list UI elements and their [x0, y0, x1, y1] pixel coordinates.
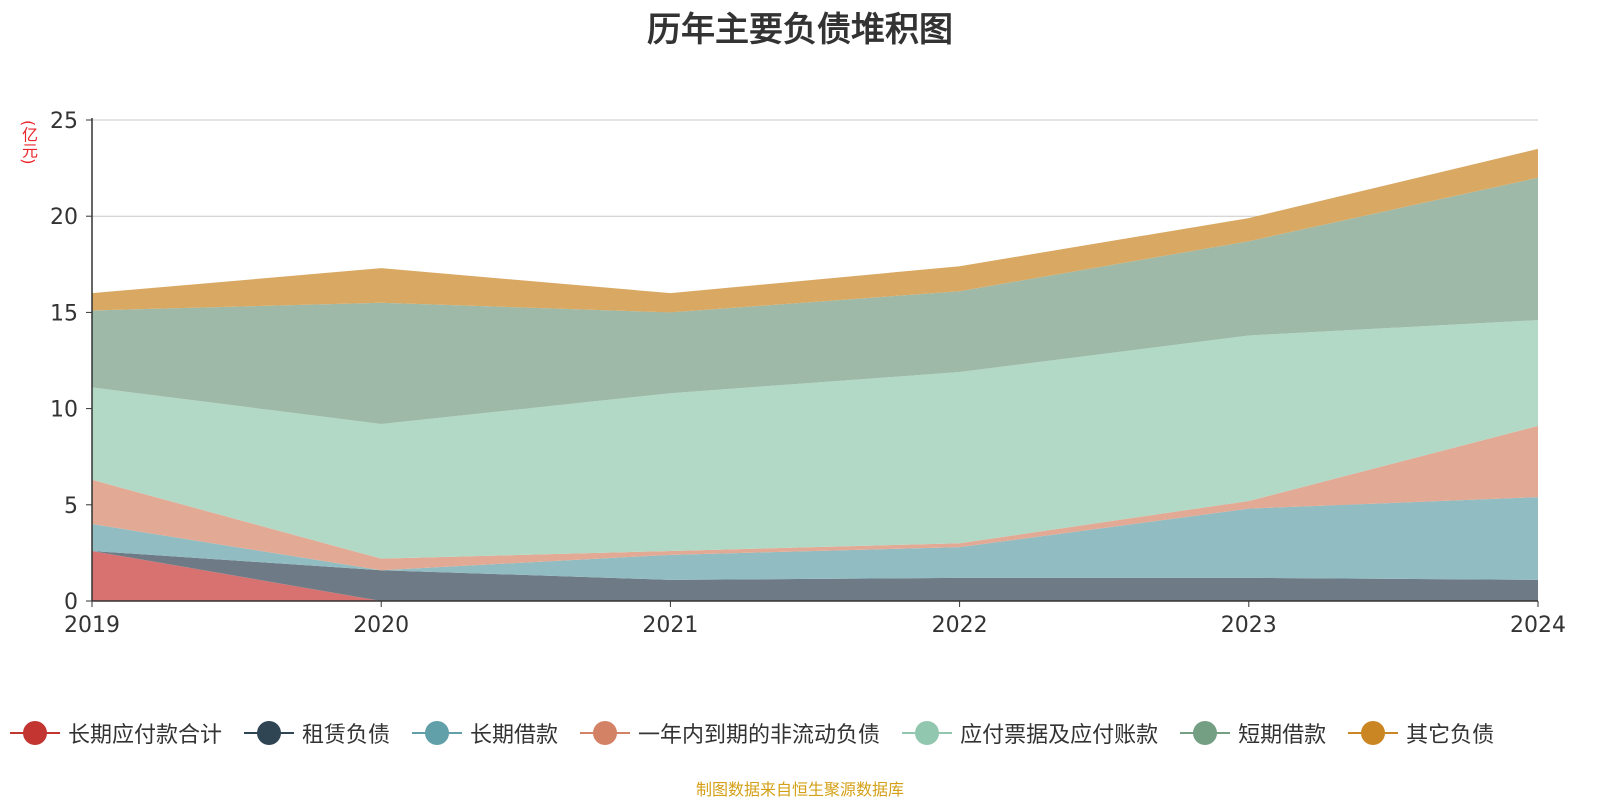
area-应付票据及应付账款 — [92, 320, 1538, 559]
legend-item[interactable]: 应付票据及应付账款 — [902, 717, 1158, 749]
x-tick-label: 2022 — [932, 613, 988, 638]
legend-label: 短期借款 — [1238, 723, 1327, 748]
legend-item[interactable]: 一年内到期的非流动负债 — [580, 717, 880, 749]
legend-item[interactable]: 长期应付款合计 — [10, 717, 222, 749]
x-tick-label: 2019 — [64, 613, 120, 638]
area-租赁负债 — [92, 550, 1538, 601]
x-tick-label: 2024 — [1510, 613, 1566, 638]
legend-marker-dot — [593, 721, 618, 745]
area-长期应付款合计 — [92, 550, 1538, 601]
legend-marker-icon — [902, 720, 953, 746]
legend-marker-dot — [425, 721, 450, 745]
legend-label: 长期借款 — [470, 723, 559, 748]
legend-label: 租赁负债 — [302, 723, 391, 748]
x-tick-label: 2023 — [1221, 613, 1277, 638]
legend-marker-icon — [1348, 720, 1399, 746]
legend-item[interactable]: 租赁负债 — [244, 717, 390, 749]
legend-item[interactable]: 其它负债 — [1348, 717, 1494, 749]
chart-title: 历年主要负债堆积图 — [647, 10, 953, 50]
area-series — [92, 148, 1538, 601]
y-tick-label: 10 — [50, 398, 78, 423]
legend-marker-icon — [244, 720, 295, 746]
y-tick-label: 0 — [64, 590, 78, 615]
y-tick-label: 20 — [50, 205, 78, 230]
legend-marker-icon — [1180, 720, 1231, 746]
x-tick-label: 2021 — [642, 613, 698, 638]
legend-label: 长期应付款合计 — [68, 723, 223, 748]
legend-marker-icon — [10, 720, 60, 746]
legend-marker-dot — [915, 721, 940, 745]
y-tick-label: 15 — [50, 301, 78, 326]
y-tick-label: 25 — [50, 109, 78, 134]
area-长期借款 — [92, 497, 1538, 580]
legend-marker-icon — [580, 720, 631, 746]
legend-label: 其它负债 — [1406, 723, 1495, 748]
area-短期借款 — [92, 177, 1538, 424]
legend-marker-dot — [1193, 721, 1218, 745]
axes: 0 5 10 15 20 25 2019 2020 2021 2022 2023 2024 — [50, 109, 1566, 638]
legend-label: 应付票据及应付账款 — [960, 723, 1159, 748]
area-其它负债 — [92, 148, 1538, 313]
legend-marker-dot — [1361, 721, 1386, 745]
legend: 长期应付款合计 租赁负债 长期借款 一年内到期的非流动负债 应付票据及应付账款 短期借款 其… — [10, 713, 1600, 753]
legend-item[interactable]: 长期借款 — [412, 717, 558, 749]
legend-label: 一年内到期的非流动负债 — [638, 723, 881, 748]
legend-item[interactable]: 短期借款 — [1180, 717, 1326, 749]
x-tick-label: 2020 — [353, 613, 409, 638]
y-tick-label: 5 — [64, 494, 78, 519]
legend-marker-icon — [412, 720, 463, 746]
legend-marker-dot — [257, 721, 282, 745]
y-axis-unit-label: (亿元) — [19, 120, 38, 165]
source-note: 制图数据来自恒生聚源数据库 — [695, 780, 904, 799]
stacked-area-chart: 0 5 10 15 20 25 2019 2020 2021 2022 2023 2024 — [50, 109, 1566, 638]
legend-marker-dot — [23, 721, 47, 745]
